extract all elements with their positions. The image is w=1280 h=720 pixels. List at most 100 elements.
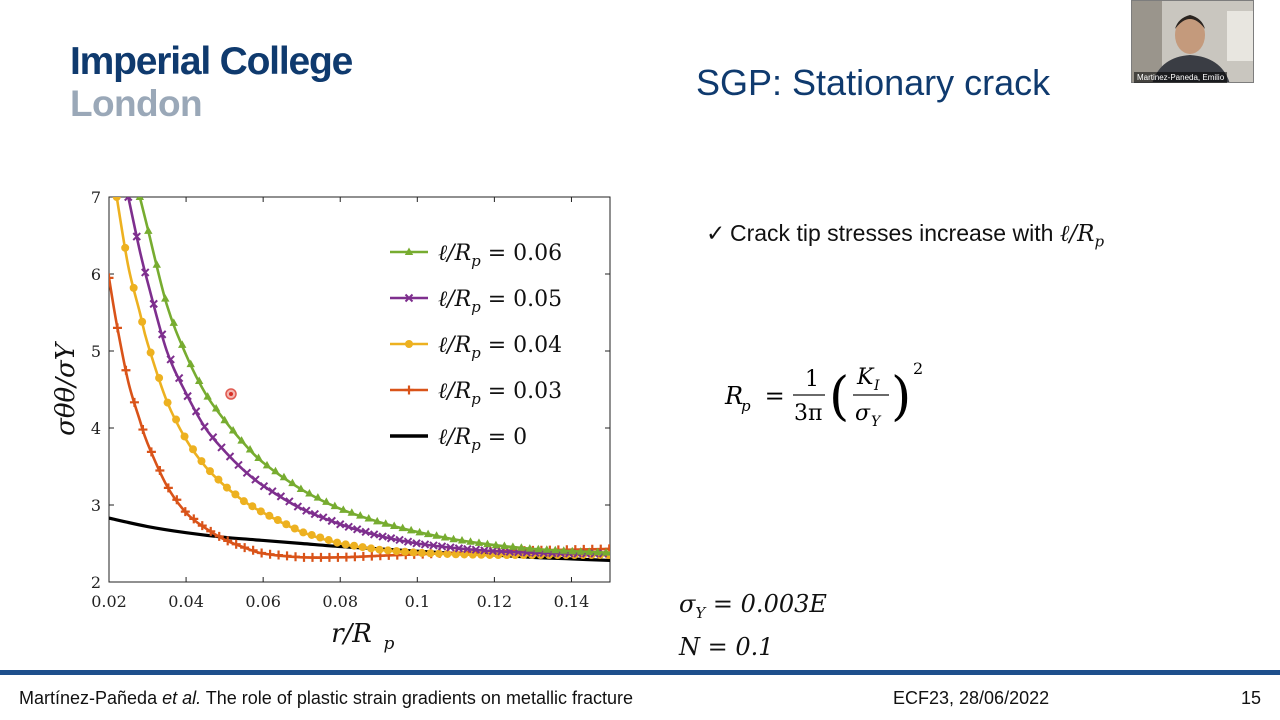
marker-circle (392, 547, 401, 556)
marker-x (276, 492, 286, 501)
marker-triangle (584, 547, 594, 555)
stress-chart: 0.02 0.04 0.06 0.08 0.1 0.12 0.14 2 3 4 5 6 7 r/R p σθθ… (51, 188, 611, 654)
marker-circle (426, 549, 435, 558)
marker-plus (265, 549, 275, 559)
marker-triangle (211, 403, 221, 412)
formula-paren-right: ) (891, 367, 911, 427)
marker-plus (189, 514, 199, 524)
marker-triangle (220, 415, 229, 424)
marker-triangle (491, 540, 501, 549)
marker-triangle (330, 501, 340, 510)
marker-circle (367, 544, 376, 553)
series-0.04 (112, 197, 610, 560)
marker-circle (451, 550, 460, 559)
formula-inner-den-sub: Y (871, 414, 882, 430)
marker-circle (405, 340, 413, 348)
marker-plus (274, 550, 284, 560)
x-tick-label: 0.08 (322, 592, 358, 611)
marker-triangle (144, 226, 153, 234)
marker-x (149, 299, 158, 309)
marker-x (446, 543, 455, 552)
marker-plus (112, 323, 122, 333)
marker-triangle (237, 436, 246, 444)
marker-plus (291, 552, 301, 562)
checkmark-icon: ✓ (706, 220, 726, 246)
marker-circle (265, 511, 274, 520)
marker-circle (248, 502, 257, 511)
marker-plus (197, 521, 207, 531)
marker-plus (223, 536, 233, 546)
marker-triangle (457, 536, 467, 544)
logo-line-1: Imperial College (70, 40, 353, 83)
marker-triangle (404, 247, 414, 255)
marker-plus (240, 543, 250, 553)
marker-triangle (500, 541, 509, 550)
marker-triangle (474, 538, 484, 546)
legend-label: ℓ/Rp = 0.06 (438, 241, 562, 270)
marker-triangle (568, 546, 577, 555)
marker-triangle (593, 547, 602, 556)
formula-equals: = (757, 382, 792, 410)
marker-circle (129, 283, 138, 292)
marker-triangle (339, 505, 348, 513)
marker-plus (257, 548, 267, 558)
marker-plus (324, 552, 334, 562)
marker-plus (231, 539, 241, 549)
marker-plus (358, 551, 368, 561)
marker-triangle (296, 484, 306, 493)
y-axis-label: σθθ/σY (51, 340, 81, 436)
marker-circle (205, 467, 214, 476)
marker-circle (409, 548, 418, 557)
marker-x (437, 542, 447, 551)
marker-triangle (271, 466, 280, 475)
param-n: N = 0.1 (679, 633, 774, 661)
marker-plus (121, 365, 131, 375)
marker-x (369, 530, 379, 539)
marker-x (157, 330, 167, 339)
marker-circle (417, 548, 426, 557)
marker-x (319, 513, 328, 522)
marker-circle (350, 541, 359, 550)
marker-x (217, 443, 226, 452)
footer-citation: Martínez-Pañeda et al. The role of plast… (19, 688, 633, 708)
y-tick-label: 2 (91, 573, 101, 592)
rp-formula: R p = 1 3π ( K I σ Y ) 2 (724, 359, 945, 458)
marker-circle (384, 546, 393, 555)
marker-plus (350, 552, 360, 562)
marker-triangle (373, 516, 382, 525)
marker-triangle (135, 197, 145, 200)
marker-x (454, 544, 464, 553)
formula-numerator: 1 (805, 367, 819, 392)
marker-x (268, 487, 277, 496)
marker-plus (155, 466, 165, 476)
marker-triangle (466, 537, 475, 545)
marker-plus (146, 447, 156, 457)
marker-x (378, 532, 387, 541)
marker-triangle (262, 460, 272, 469)
x-tick-label: 0.04 (168, 592, 204, 611)
webcam-video-thumbnail[interactable] (1131, 0, 1254, 83)
marker-x (327, 516, 336, 526)
marker-triangle (364, 514, 373, 522)
x-tick-label: 0.12 (477, 592, 513, 611)
marker-circle (316, 533, 325, 542)
marker-circle (214, 475, 223, 484)
marker-circle (163, 398, 172, 407)
marker-circle (256, 507, 265, 516)
legend-label: ℓ/Rp = 0.04 (438, 333, 562, 362)
formula-exponent: 2 (913, 359, 923, 378)
marker-circle (155, 373, 164, 382)
x-axis-label: r/R (331, 619, 372, 649)
marker-circle (282, 520, 291, 529)
marker-x (200, 422, 209, 431)
marker-circle (112, 197, 121, 201)
marker-plus (129, 397, 139, 407)
marker-triangle (423, 529, 433, 538)
marker-triangle (517, 543, 526, 551)
marker-triangle (559, 546, 568, 554)
marker-triangle (483, 539, 492, 548)
marker-triangle (542, 545, 551, 553)
marker-x (404, 293, 414, 303)
marker-circle (341, 540, 350, 549)
marker-x (480, 546, 489, 555)
